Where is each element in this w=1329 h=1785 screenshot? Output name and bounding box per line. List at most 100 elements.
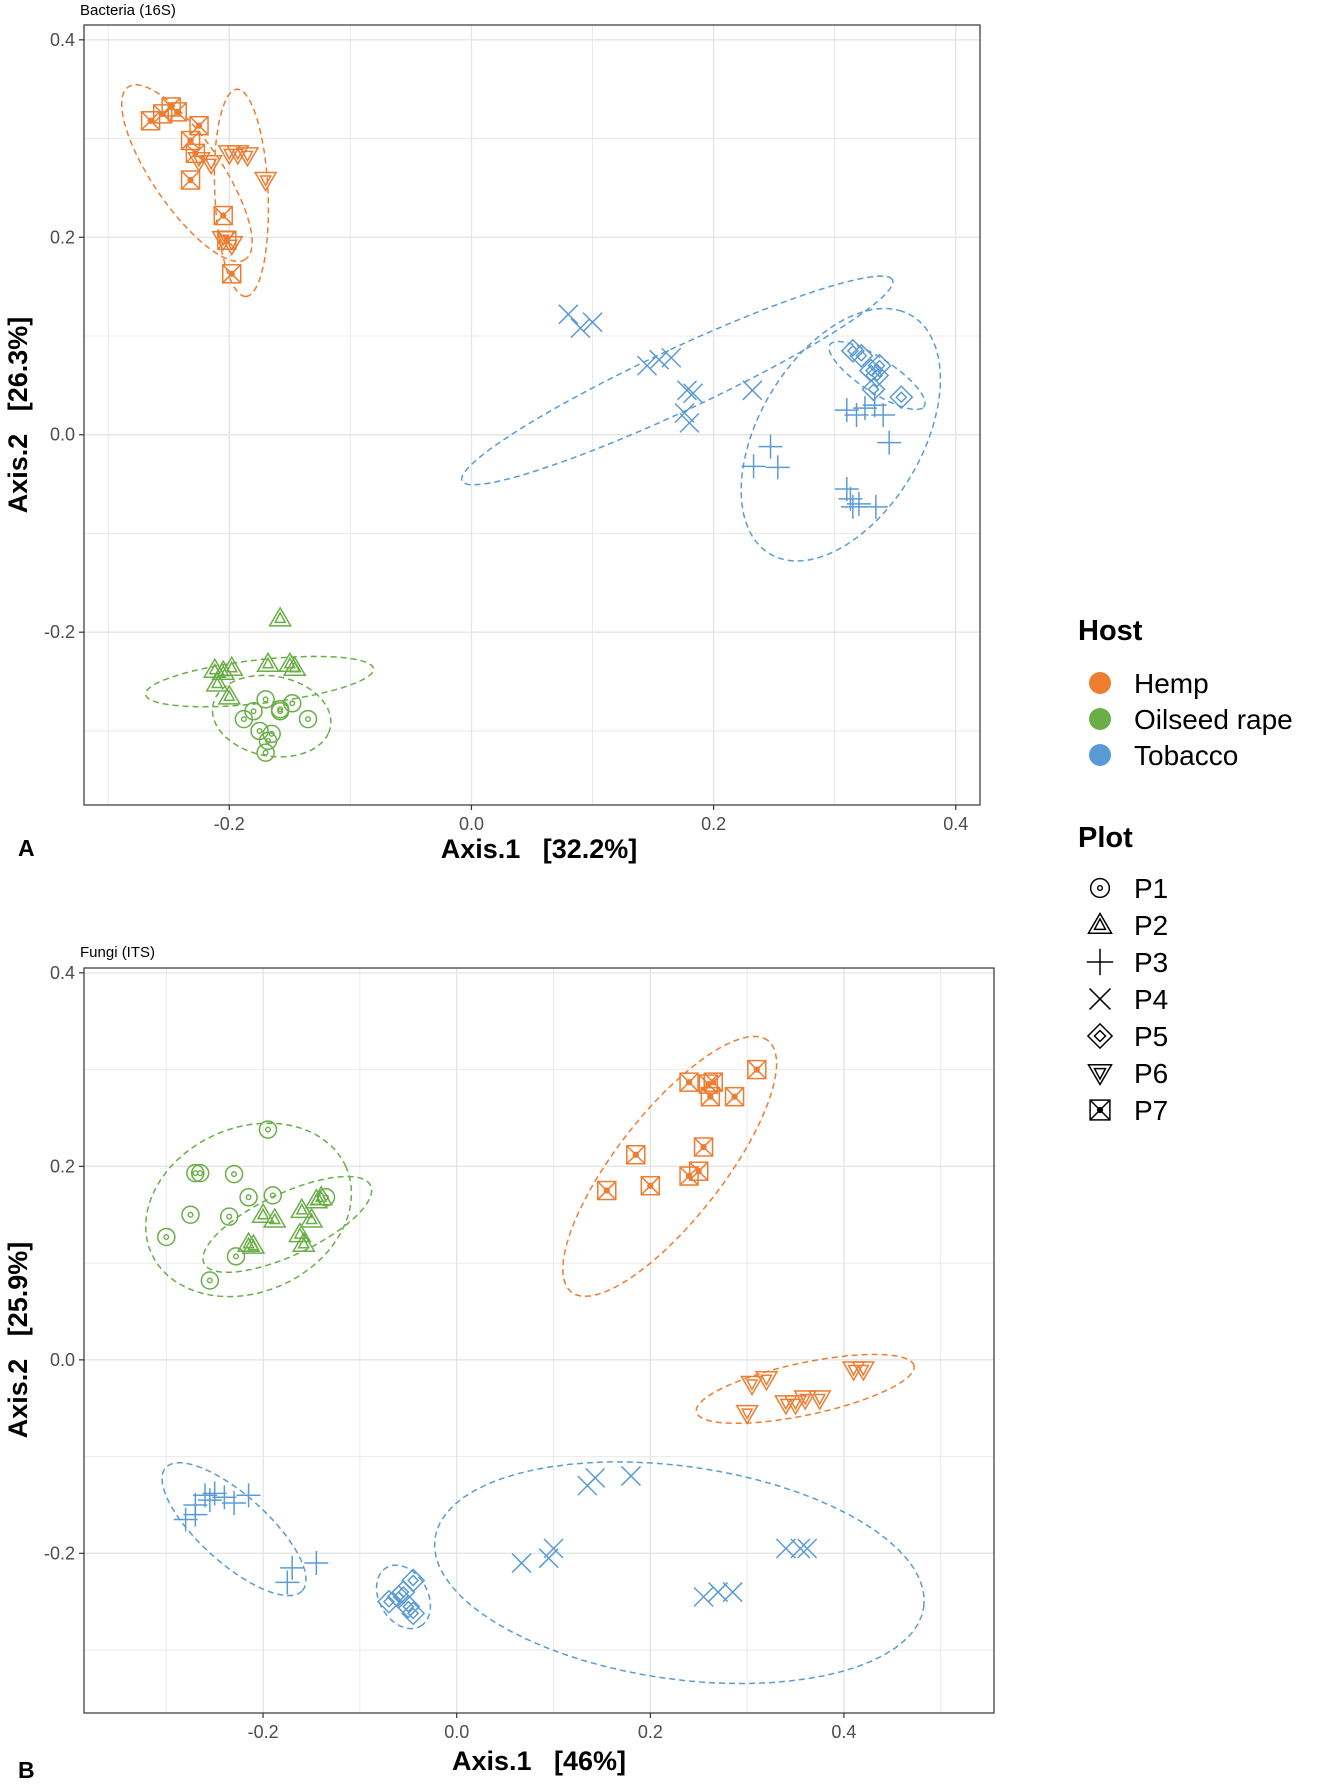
panel-a-x-tick-label: 0.0 xyxy=(459,814,484,834)
legend-plot-p5-label: P5 xyxy=(1134,1021,1168,1052)
panel-b-x-tick-label: 0.2 xyxy=(638,1722,663,1742)
panel-b-point-tobacco-p3 xyxy=(193,1483,218,1508)
panel-a-ellipse-tobacco xyxy=(460,275,894,486)
panel-a-bacteria: Bacteria (16S) -0.2 0.0 0.2 0.4 -0.2 0.0 0.2 0… xyxy=(3,2,981,864)
panel-b-point-oilseed-rape-p2 xyxy=(262,1207,287,1228)
panel-b-point-hemp-p6 xyxy=(735,1404,759,1426)
panel-a-point-tobacco-p4 xyxy=(570,318,591,339)
panel-b-y-axis-label: Axis.2 [25.9%] xyxy=(3,1242,33,1439)
panel-b-point-oilseed-rape-p1 xyxy=(263,1186,283,1205)
panel-b-y-tick-label: 0.2 xyxy=(50,1156,75,1176)
panel-a-point-tobacco-p3 xyxy=(846,491,871,516)
panel-b-point-hemp-p7 xyxy=(640,1175,661,1196)
panel-b-point-tobacco-p3 xyxy=(222,1491,247,1516)
legend-plot-p5-symbol xyxy=(1086,1022,1114,1050)
panel-a-point-oilseed-rape-p2 xyxy=(217,684,242,705)
panel-a-point-hemp-p7 xyxy=(213,205,233,226)
panel-a-ellipse-oilseed-rape xyxy=(211,674,332,758)
panel-b-point-hemp-p7 xyxy=(597,1180,617,1201)
panel-a-y-tick-label: -0.2 xyxy=(44,622,75,642)
panel-a-point-oilseed-rape-p1 xyxy=(256,690,275,709)
panel-b-point-tobacco-p4 xyxy=(693,1586,714,1607)
panel-b-ellipse-oilseed-rape xyxy=(144,1122,353,1298)
panel-b-point-tobacco-p4 xyxy=(585,1467,606,1488)
panel-a-ellipse-hemp xyxy=(120,84,253,263)
panel-a-point-tobacco-p4 xyxy=(679,412,700,433)
panel-a-point-tobacco-p3 xyxy=(852,396,877,421)
legend-host-tobacco-swatch xyxy=(1089,744,1111,766)
panel-a-point-tobacco-p4 xyxy=(558,304,579,325)
panel-a-y-axis-label: Axis.2 [26.3%] xyxy=(3,317,33,514)
panel-b-point-oilseed-rape-p1 xyxy=(181,1205,200,1224)
legend-plot-p4-symbol xyxy=(1089,988,1111,1010)
panel-b-point-tobacco-p4 xyxy=(543,1538,564,1559)
panel-a-point-tobacco-p5 xyxy=(849,343,874,368)
legend-plot-p3-symbol xyxy=(1086,948,1114,976)
legend-host-hemp-label: Hemp xyxy=(1134,668,1209,699)
legend-plot-p1-symbol xyxy=(1089,877,1111,899)
panel-b-point-tobacco-p3 xyxy=(304,1551,329,1576)
panel-b-point-hemp-p6 xyxy=(783,1395,808,1416)
panel-a-gridlines xyxy=(84,25,980,805)
panel-a-point-oilseed-rape-p2 xyxy=(219,655,244,677)
panel-b-point-tobacco-p3 xyxy=(280,1555,305,1580)
panel-b-point-oilseed-rape-p1 xyxy=(190,1163,210,1183)
panel-a-y-tick-label: 0.4 xyxy=(50,30,75,50)
panel-a-y-tick-label: 0.0 xyxy=(50,425,75,445)
panel-a-point-oilseed-rape-p1 xyxy=(256,743,275,762)
panel-a-x-tick-label: -0.2 xyxy=(214,814,245,834)
legend-host-oilseed-rape-swatch xyxy=(1089,708,1111,730)
panel-b-point-tobacco-p4 xyxy=(775,1538,796,1559)
panel-a-point-tobacco-p4 xyxy=(676,380,698,401)
panel-a-label: A xyxy=(18,835,35,861)
panel-b-point-hemp-p6 xyxy=(851,1361,876,1382)
legend-plot-p1-label: P1 xyxy=(1134,873,1168,904)
panel-b-point-oilseed-rape-p2 xyxy=(309,1185,333,1206)
legend-host-hemp-swatch xyxy=(1089,672,1111,694)
panel-a-point-oilseed-rape-p2 xyxy=(205,671,229,692)
panel-a-point-tobacco-p3 xyxy=(758,434,783,459)
panel-b-point-oilseed-rape-p2 xyxy=(251,1202,275,1223)
legend-plot-title: Plot xyxy=(1078,822,1133,854)
panel-b-ellipse-hemp xyxy=(695,1353,915,1425)
panel-b-point-oilseed-rape-p1 xyxy=(157,1227,176,1247)
panel-a-point-hemp-p7 xyxy=(140,111,161,131)
panel-b-point-tobacco-p3 xyxy=(183,1492,208,1517)
panel-b-ellipse-oilseed-rape xyxy=(202,1175,373,1274)
panel-a-ellipse-tobacco xyxy=(828,340,926,411)
legend-plot-p6-label: P6 xyxy=(1134,1058,1168,1089)
panel-a-point-hemp-p6 xyxy=(219,235,244,257)
panel-b-border xyxy=(83,967,995,1714)
panel-a-point-tobacco-p4 xyxy=(674,402,695,424)
panel-a-point-tobacco-p4 xyxy=(742,380,763,401)
panel-a-ellipse-hemp xyxy=(213,88,270,298)
panel-a-point-hemp-p6 xyxy=(199,154,223,176)
legend-host-oilseed-rape-label: Oilseed rape xyxy=(1134,704,1293,735)
panel-a-x-tick-label: 0.4 xyxy=(943,814,968,834)
panel-b-point-tobacco-p3 xyxy=(173,1507,198,1532)
panel-b-point-tobacco-p5 xyxy=(401,1568,426,1593)
legend-host-items: Hemp Oilseed rape Tobacco xyxy=(1089,668,1293,771)
panel-a-x-ticks: -0.2 0.0 0.2 0.4 xyxy=(214,805,968,834)
panel-a-point-tobacco-p3 xyxy=(877,430,902,455)
panel-a-point-tobacco-p3 xyxy=(741,454,766,479)
panel-b-x-tick-label: 0.0 xyxy=(444,1722,469,1742)
panel-a-point-tobacco-p5 xyxy=(889,385,914,410)
panel-b-point-oilseed-rape-p1 xyxy=(239,1188,258,1207)
panel-b-point-tobacco-p4 xyxy=(722,1582,743,1603)
panel-a-ellipse-oilseed-rape xyxy=(144,655,375,708)
legend-plot-items: P1 P2 P3 P4 P5 P6 P7 xyxy=(1086,873,1168,1126)
panel-a-point-oilseed-rape-p2 xyxy=(256,651,280,673)
panel-b-point-oilseed-rape-p2 xyxy=(299,1207,324,1228)
panel-b-title: Fungi (ITS) xyxy=(80,944,155,961)
panel-b-ellipse-tobacco xyxy=(375,1564,432,1630)
panel-b-point-hemp-p6 xyxy=(807,1390,832,1411)
panel-b-ellipse-hemp xyxy=(562,1035,778,1298)
panel-a-point-hemp-p6 xyxy=(235,147,260,168)
panel-a-point-tobacco-p5 xyxy=(867,353,892,378)
panel-a-point-tobacco-p3 xyxy=(765,455,790,480)
panel-b-point-tobacco-p3 xyxy=(197,1488,222,1513)
panel-b-point-tobacco-p3 xyxy=(212,1485,237,1510)
panel-b-ellipse-tobacco xyxy=(433,1461,925,1685)
panel-b-point-hemp-p7 xyxy=(626,1144,646,1165)
